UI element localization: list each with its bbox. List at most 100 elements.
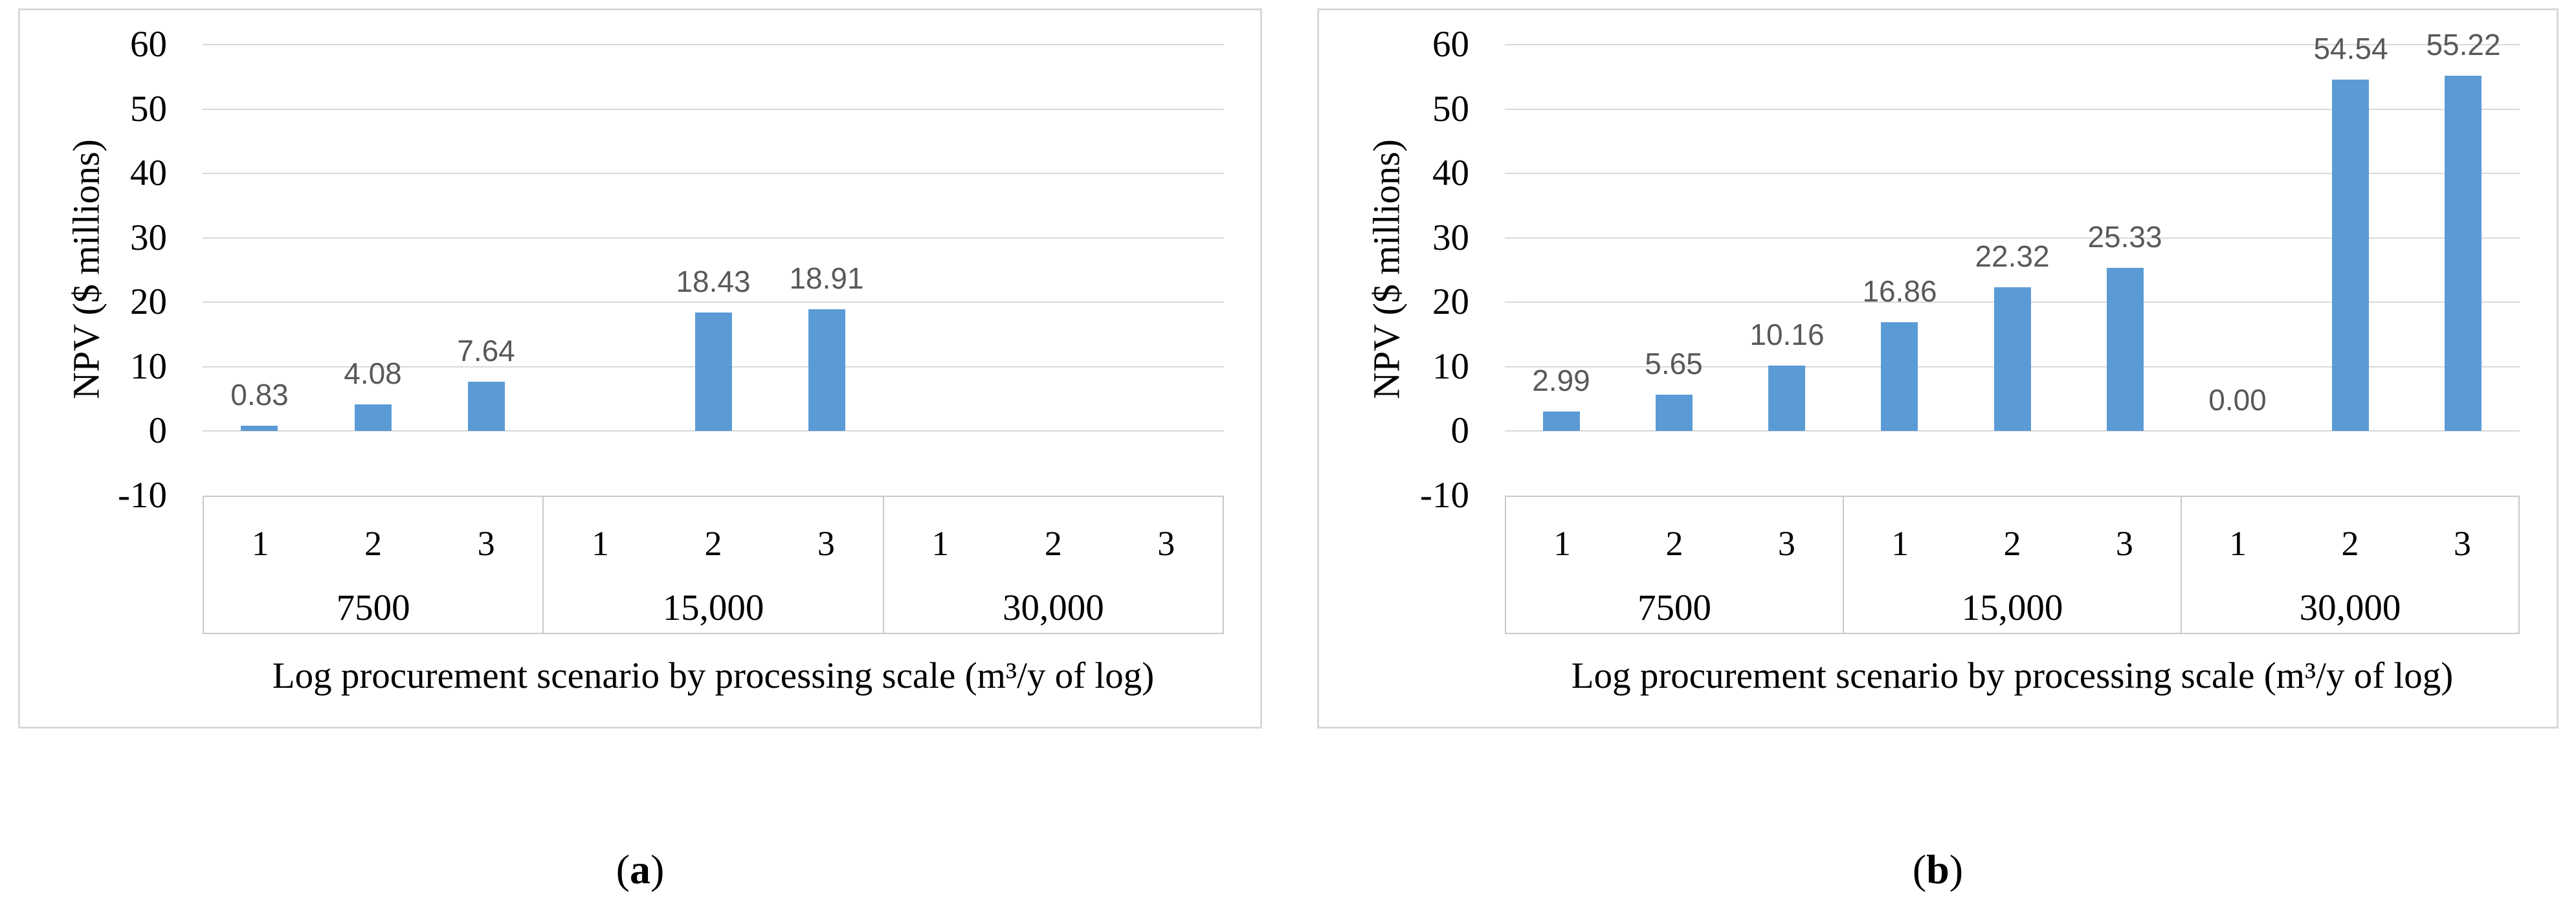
bar-7500-scenario-2 — [1656, 395, 1693, 431]
bar-30,000-scenario-2 — [2332, 80, 2369, 431]
gridline-0 — [1505, 430, 2520, 432]
group-label: 30,000 — [1002, 587, 1104, 628]
y-tick-label: 10 — [130, 346, 167, 387]
bar-data-label: 10.16 — [1749, 318, 1825, 351]
scenario-row: 1 2 3 — [2182, 497, 2518, 561]
y-tick-label: 30 — [1432, 217, 1469, 258]
scenario-row: 1 2 3 — [1844, 497, 2181, 561]
chart-panel-b: NPV ($ millions) Log procurement scenari… — [1317, 8, 2559, 729]
y-tick-label: 30 — [130, 217, 167, 258]
scenario-label: 2 — [1665, 524, 1683, 563]
gridline-30 — [203, 237, 1224, 239]
group-label: 15,000 — [1961, 587, 2063, 628]
category-group-15,000: 1 2 3 15,000 — [542, 497, 882, 633]
group-label: 7500 — [1638, 587, 1711, 628]
caption-open-paren: ( — [616, 846, 630, 892]
y-tick-label: -10 — [118, 475, 167, 516]
category-group-30,000: 1 2 3 30,000 — [2181, 497, 2518, 633]
bar-data-label: 4.08 — [344, 357, 402, 390]
scenario-label: 1 — [592, 524, 610, 563]
caption-close-paren: ) — [650, 846, 665, 892]
bar-data-label: 22.32 — [1975, 239, 2050, 273]
bar-data-label: 7.64 — [457, 334, 515, 368]
bar-7500-scenario-1 — [241, 426, 278, 431]
bar-30,000-scenario-3 — [2445, 76, 2482, 431]
x-axis-title: Log procurement scenario by processing s… — [1571, 655, 2454, 696]
gridline-60 — [1505, 44, 2520, 45]
bar-7500-scenario-1 — [1543, 412, 1580, 431]
group-label: 7500 — [336, 587, 410, 628]
category-axis-table: 1 2 3 7500 1 2 3 15,000 1 2 3 30,000 — [1505, 496, 2520, 634]
bar-data-label: 0.83 — [230, 378, 289, 412]
bar-data-label: 54.54 — [2313, 32, 2388, 65]
chart-panel-a: NPV ($ millions) Log procurement scenari… — [18, 8, 1262, 729]
bar-data-label: 25.33 — [2087, 220, 2162, 254]
bar-15,000-scenario-3 — [808, 309, 845, 431]
bar-data-label: 18.43 — [676, 265, 751, 298]
bar-15,000-scenario-1 — [1881, 322, 1918, 431]
y-tick-label: 40 — [1432, 153, 1469, 193]
scenario-label: 3 — [2453, 524, 2471, 563]
bar-15,000-scenario-3 — [2107, 268, 2144, 431]
scenario-label: 3 — [2115, 524, 2133, 563]
y-tick-label: 60 — [130, 24, 167, 65]
gridline-50 — [203, 109, 1224, 110]
bar-data-label: 5.65 — [1645, 347, 1703, 380]
y-tick-label: -10 — [1420, 475, 1469, 516]
scenario-label: 1 — [931, 524, 949, 563]
category-group-30,000: 1 2 3 30,000 — [882, 497, 1223, 633]
scenario-label: 2 — [2003, 524, 2021, 563]
caption-letter: a — [630, 846, 650, 892]
y-tick-label: 40 — [130, 153, 167, 193]
y-tick-label: 20 — [130, 281, 167, 322]
group-label: 30,000 — [2299, 587, 2401, 628]
caption-letter: b — [1926, 846, 1949, 892]
scenario-label: 2 — [364, 524, 383, 563]
scenario-row: 1 2 3 — [884, 497, 1223, 561]
scenario-label: 1 — [1891, 524, 1909, 563]
category-group-7500: 1 2 3 7500 — [1506, 497, 1843, 633]
y-tick-label: 50 — [1432, 89, 1469, 129]
caption-open-paren: ( — [1912, 846, 1927, 892]
scenario-label: 3 — [1157, 524, 1175, 563]
y-tick-label: 20 — [1432, 281, 1469, 322]
x-axis-title: Log procurement scenario by processing s… — [272, 655, 1155, 696]
y-tick-label: 0 — [1450, 410, 1470, 451]
bar-data-label: 0.00 — [2208, 383, 2267, 417]
category-group-7500: 1 2 3 7500 — [204, 497, 542, 633]
subfigure-caption-b: (b) — [1317, 844, 2559, 895]
y-tick-label: 10 — [1432, 346, 1469, 387]
gridline-40 — [1505, 173, 2520, 174]
gridline-50 — [1505, 109, 2520, 110]
scenario-row: 1 2 3 — [1506, 497, 1843, 561]
bar-7500-scenario-2 — [355, 404, 392, 431]
scenario-label: 3 — [477, 524, 495, 563]
scenario-label: 3 — [1777, 524, 1795, 563]
scenario-label: 2 — [704, 524, 722, 563]
scenario-label: 3 — [817, 524, 835, 563]
bar-data-label: 2.99 — [1532, 364, 1590, 397]
scenario-label: 2 — [1044, 524, 1062, 563]
gridline-20 — [203, 302, 1224, 303]
bar-data-label: 18.91 — [789, 261, 864, 295]
scenario-row: 1 2 3 — [204, 497, 542, 561]
bar-7500-scenario-3 — [1768, 366, 1805, 431]
scenario-label: 2 — [2341, 524, 2359, 563]
y-tick-label: 60 — [1432, 24, 1469, 65]
scenario-label: 1 — [2229, 524, 2247, 563]
scenario-label: 1 — [1553, 524, 1571, 563]
bar-15,000-scenario-2 — [1994, 287, 2031, 431]
scenario-row: 1 2 3 — [544, 497, 882, 561]
subfigure-caption-a: (a) — [18, 844, 1262, 895]
category-axis-table: 1 2 3 7500 1 2 3 15,000 1 2 3 30,000 — [203, 496, 1224, 634]
scenario-label: 1 — [251, 524, 269, 563]
y-tick-label: 0 — [148, 410, 168, 451]
category-group-15,000: 1 2 3 15,000 — [1843, 497, 2181, 633]
bar-7500-scenario-3 — [468, 382, 505, 431]
gridline-30 — [1505, 237, 2520, 239]
bar-data-label: 16.86 — [1862, 274, 1937, 308]
y-tick-label: 50 — [130, 89, 167, 129]
group-label: 15,000 — [662, 587, 764, 628]
bar-15,000-scenario-2 — [695, 313, 732, 431]
